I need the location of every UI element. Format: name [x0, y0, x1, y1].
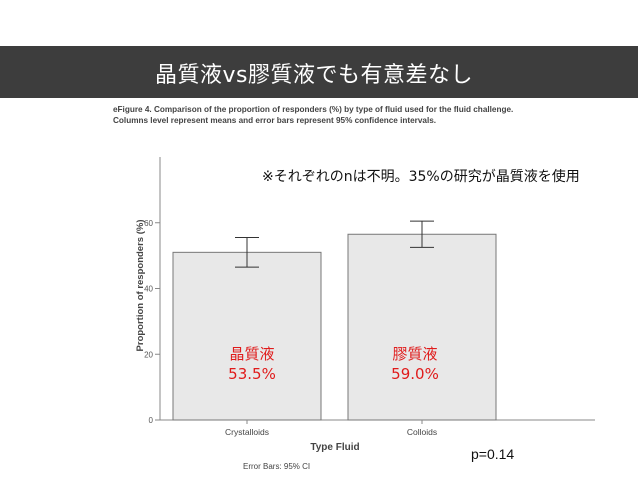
- bar-label-crystalloid-value: 53.5%: [228, 365, 276, 383]
- y-tick-label: 0: [149, 416, 154, 425]
- slide-title: 晶質液vs膠質液でも有意差なし: [155, 63, 473, 88]
- title-bar: 晶質液vs膠質液でも有意差なし: [0, 46, 638, 98]
- bar-label-colloid-value: 59.0%: [391, 365, 439, 383]
- x-axis-title: Type Fluid: [310, 442, 359, 453]
- note-text: ※それぞれのnは不明。35%の研究が晶質液を使用: [262, 169, 580, 185]
- y-tick-label: 20: [144, 350, 153, 359]
- y-tick-label: 40: [144, 285, 153, 294]
- error-bars-note: Error Bars: 95% CI: [243, 462, 311, 471]
- bar-label-crystalloid-name: 晶質液: [229, 345, 275, 363]
- bar: [347, 233, 497, 421]
- bar-label-crystalloid: 晶質液 53.5%: [222, 344, 282, 384]
- x-tick-label: Crystalloids: [225, 427, 269, 437]
- y-tick-label: 60: [144, 219, 153, 228]
- bar-label-colloid-name: 膠質液: [392, 345, 438, 363]
- x-tick-label: Colloids: [407, 427, 437, 437]
- bar-label-colloid: 膠質液 59.0%: [385, 344, 445, 384]
- p-value: p=0.14: [471, 446, 515, 462]
- y-axis-title: Proportion of responders (%): [135, 220, 146, 352]
- bar: [172, 251, 322, 421]
- figure-caption: eFigure 4. Comparison of the proportion …: [113, 105, 514, 125]
